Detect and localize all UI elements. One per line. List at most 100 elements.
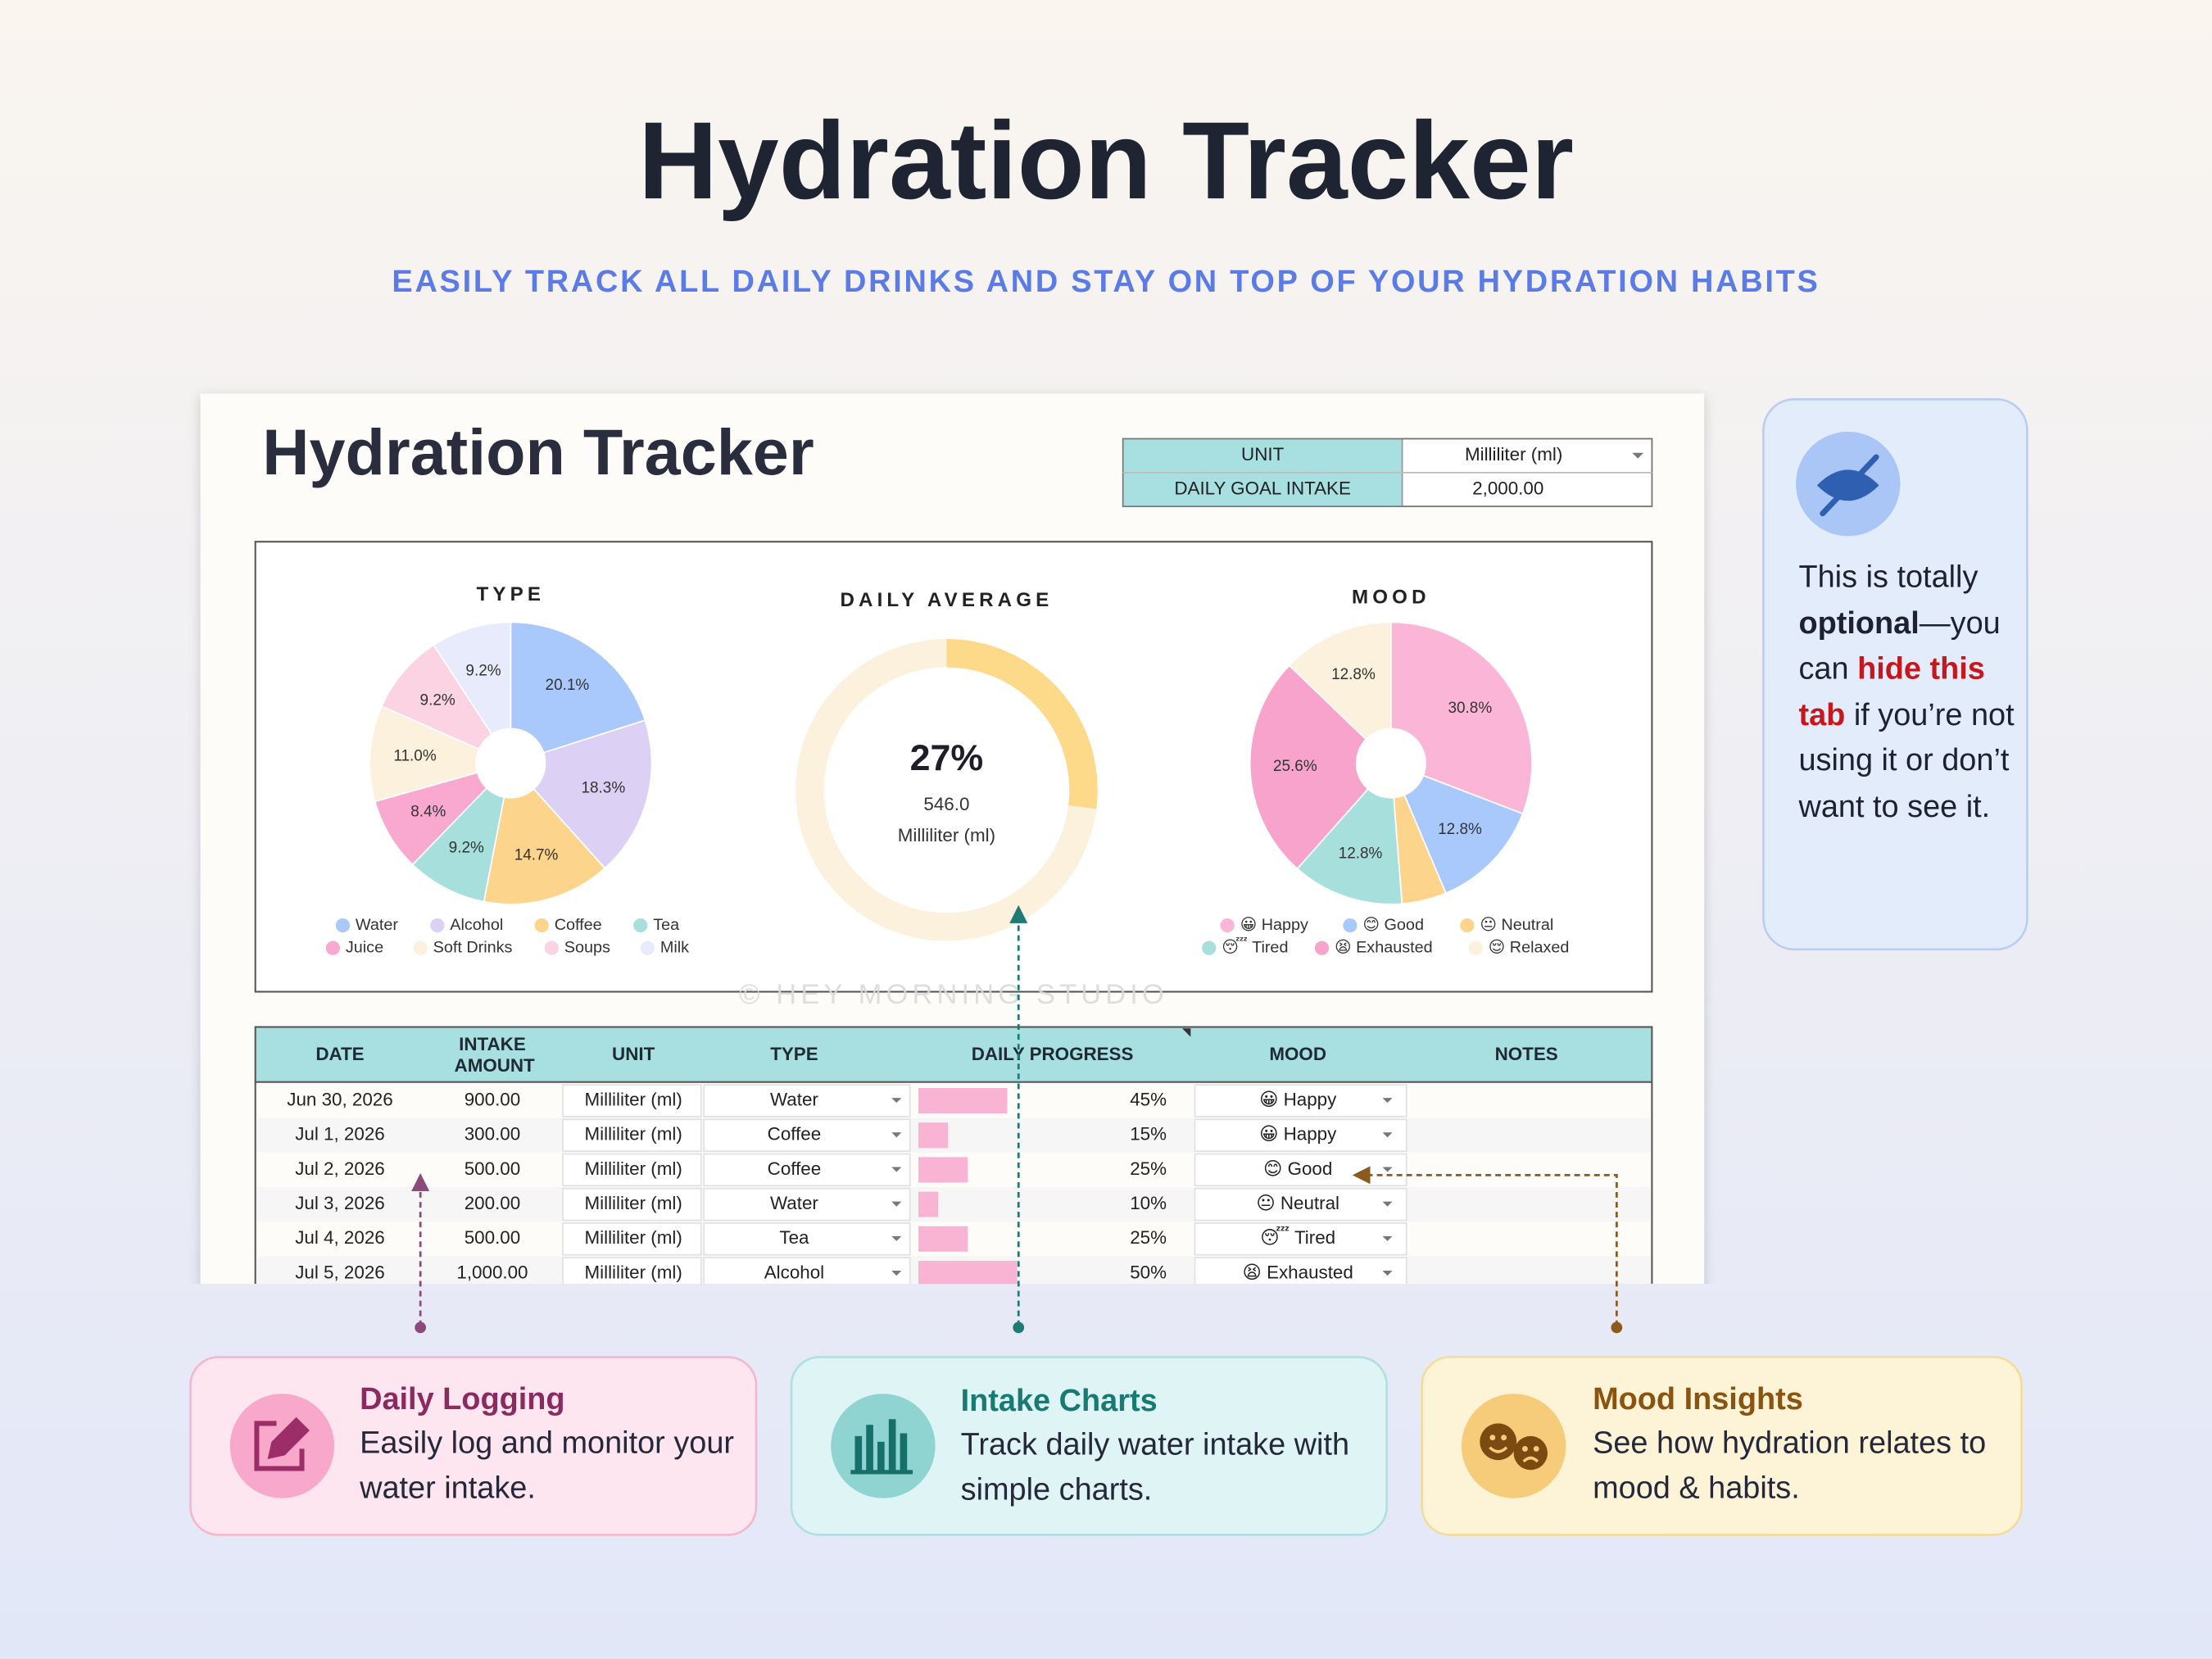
setting-label: DAILY GOAL INTAKE [1174,478,1351,498]
legend-swatch [544,941,559,955]
pie-hole [1355,728,1426,799]
dropdown-arrow[interactable] [891,1098,902,1104]
legend-swatch [534,918,549,933]
amount-cell: 900.00 [465,1089,520,1109]
slice-label: 12.8% [1331,666,1376,683]
page-subtitle: EASILY TRACK ALL DAILY DRINKS AND STAY O… [392,265,1820,299]
legend-swatch [325,941,340,955]
dropdown-arrow[interactable] [1382,1271,1393,1276]
dropdown-arrow[interactable] [1382,1201,1393,1207]
slice-label: 20.1% [546,677,590,694]
mood-cell: 😴 Tired [1260,1226,1335,1248]
type-cell: Alcohol [764,1262,824,1282]
legend-swatch [413,941,428,955]
pie-slice [1288,621,1392,765]
feature-text: Intake Charts Track daily water intake wi… [961,1383,1349,1507]
cell-frame [562,1084,702,1117]
legend-swatch [633,918,648,933]
cell-frame [562,1187,702,1222]
chart-title: TYPE [477,583,546,605]
legend-swatch [1220,918,1235,933]
legend-swatch [640,941,655,955]
donut-caption: Milliliter (ml) [898,825,995,845]
sheet: Hydration Tracker UNIT Milliliter (ml) D… [200,393,1705,1284]
slice-label: 12.8% [1339,845,1383,863]
cell-frame [1194,1187,1407,1222]
column-header: MOOD [1269,1044,1326,1064]
unit-cell: Milliliter (ml) [584,1158,682,1179]
feature-title: Daily Logging [360,1380,565,1416]
feature-text: Daily Logging Easily log and monitor your… [360,1380,734,1506]
row-stripe [256,1187,1651,1222]
unit-cell: Milliliter (ml) [584,1227,682,1248]
legend-label: 😫 Exhausted [1335,938,1433,956]
dropdown-arrow[interactable] [891,1201,902,1207]
cell-frame [1194,1153,1407,1187]
slice-label: 30.8% [1448,700,1492,717]
legend-swatch [1343,918,1358,933]
mood-cell: 😫 Exhausted [1243,1262,1353,1282]
legend-swatch [1468,941,1483,955]
legend-label: 😐 Neutral [1480,916,1553,934]
legend-swatch [1314,941,1330,955]
progress-bar [918,1260,1018,1284]
cell-frame [1194,1118,1407,1152]
dropdown-arrow[interactable] [1382,1132,1393,1138]
dropdown-arrow[interactable] [1382,1098,1393,1104]
page-title: Hydration Tracker [638,99,1574,222]
pie-slice [369,705,513,803]
legend-label: Juice [346,938,383,956]
pie-slice [1249,664,1393,870]
setting-value[interactable]: Milliliter (ml) [1465,444,1562,465]
cell-frame [703,1153,911,1187]
setting-value[interactable]: 2,000.00 [1472,478,1543,498]
mood-cell: 😊 Good [1263,1158,1332,1179]
pie-slice [380,644,513,765]
chart-title: MOOD [1352,586,1430,608]
pie-slice [411,760,512,903]
connector [1352,1166,1618,1326]
dropdown-arrow[interactable] [891,1235,902,1241]
setting-label: UNIT [1241,444,1285,465]
charts: TYPE 20.1% 18.3% 14.7% 9.2% 8.4% 11.0% 9.2% 9.2%… [325,583,1569,956]
note-text: if you’re not using it or don’t want to … [1798,696,2015,824]
side-note: This is totally optional—you can hide th… [1798,559,2015,824]
legend-label: Soups [564,938,610,956]
cell-frame [562,1118,702,1152]
column-header: UNIT [612,1044,655,1064]
cell-frame [1194,1257,1407,1284]
date-cell: Jul 2, 2026 [295,1158,384,1179]
column-header: NOTES [1495,1044,1558,1064]
progress-label: 25% [1130,1227,1167,1248]
edit-icon [254,1416,310,1471]
cell-frame [703,1084,911,1117]
cell-frame [562,1222,702,1256]
note-text: —you can [1798,605,2001,687]
slice-label: 8.4% [410,804,446,821]
cell-frame [1194,1222,1407,1256]
progress-label: 50% [1130,1262,1167,1282]
progress-label: 15% [1130,1124,1167,1145]
dropdown-arrow[interactable] [891,1167,902,1172]
legend-swatch [335,918,351,933]
dropdown-arrow[interactable] [891,1132,902,1138]
slice-label: 12.8% [1438,821,1482,838]
legend-label: Soft Drinks [433,938,513,956]
legend-label: 😀 Happy [1240,916,1308,934]
cell-frame [703,1222,911,1256]
pie-slice [510,621,646,764]
pie-slice [1296,761,1403,905]
column-header: DAILY PROGRESS [972,1044,1134,1064]
dropdown-arrow[interactable] [1382,1235,1393,1241]
amount-cell: 500.00 [465,1158,520,1179]
dropdown-arrow[interactable] [1382,1167,1393,1172]
dropdown-arrow[interactable] [1632,452,1644,459]
date-cell: Jul 1, 2026 [295,1124,384,1145]
cell-frame [562,1153,702,1187]
legend-label: Water [356,916,398,934]
dropdown-arrow[interactable] [891,1271,902,1276]
connector-dot [415,1321,427,1334]
mood-cell: 😀 Happy [1259,1089,1337,1109]
donut-value: 27% [910,737,984,778]
